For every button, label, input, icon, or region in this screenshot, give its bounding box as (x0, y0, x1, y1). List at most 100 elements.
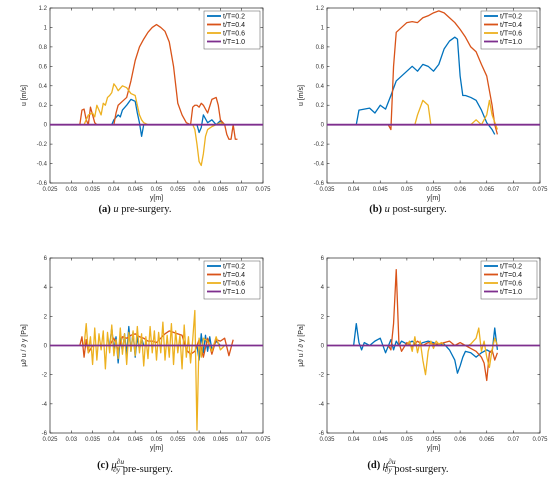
x-tick-label: 0.065 (479, 437, 495, 443)
legend-entry: t/T=0.4 (223, 22, 245, 29)
legend-box (203, 260, 261, 300)
y-axis-label: u [m/s] (21, 85, 28, 106)
x-tick-label: 0.04 (348, 437, 360, 443)
y-tick-label: 1 (44, 25, 48, 31)
x-tick-label: 0.065 (479, 187, 495, 193)
y-tick-label: 0 (44, 123, 48, 129)
legend-entry: t/T=1.0 (500, 289, 522, 296)
x-tick-label: 0.04 (108, 437, 120, 443)
y-tick-label: 0.8 (39, 45, 48, 51)
x-tick-label: 0.025 (42, 437, 58, 443)
caption-text: post-surgery. (392, 464, 449, 475)
y-tick-label: 0.2 (39, 103, 48, 109)
caption-tag: (b) (369, 204, 382, 215)
y-axis-label: u [m/s] (298, 85, 305, 106)
series-line-04 (380, 10, 499, 135)
x-tick-label: 0.07 (236, 437, 248, 443)
y-tick-label: -0.2 (314, 142, 325, 148)
chart-d: 0.035 0.04 0.045 0.05 0.055 0.06 0.065 0.07 0.07… (298, 256, 548, 475)
y-tick-label: 4 (321, 285, 325, 291)
legend-entry: t/T=0.6 (223, 31, 245, 38)
caption-text: pre-surgery. (120, 464, 173, 475)
series-group (50, 23, 263, 167)
legend: t/T=0.2t/T=0.4 t/T=0.6t/T=1.0 (203, 260, 261, 300)
x-tick-label: 0.025 (42, 187, 58, 193)
y-tick-label: -2 (42, 373, 48, 379)
x-tick-label: 0.06 (193, 437, 205, 443)
legend-entry: t/T=1.0 (223, 289, 245, 296)
y-tick-label: 4 (44, 285, 48, 291)
y-tick-label: 2 (321, 314, 325, 320)
caption-text: pre-surgery. (119, 204, 172, 215)
caption: (b) u post-surgery. (369, 204, 447, 215)
caption-mu: μ (110, 460, 116, 471)
y-axis-label: μ∂ u / ∂ y [Pa] (21, 324, 28, 367)
x-tick-label: 0.05 (151, 437, 163, 443)
x-axis-label: y[m] (427, 445, 440, 452)
x-tick-label: 0.06 (193, 187, 205, 193)
x-tick-label: 0.05 (401, 437, 413, 443)
y-tick-label: 0 (44, 344, 48, 350)
y-tick-label: 0.6 (316, 64, 325, 70)
x-tick-label: 0.055 (426, 437, 442, 443)
caption: (d) μ∂u ∂y post-surgery. (367, 457, 448, 475)
x-tick-label: 0.075 (532, 187, 548, 193)
y-tick-label: 0.4 (316, 84, 325, 90)
y-tick-label: 0.4 (39, 84, 48, 90)
chart-b: 0.035 0.04 0.045 0.05 0.055 0.06 0.065 0.07 0.07… (298, 6, 548, 215)
x-tick-label: 0.045 (373, 187, 389, 193)
legend-entry: t/T=0.2 (500, 14, 522, 21)
series-line-06 (83, 309, 226, 431)
x-tick-label: 0.055 (170, 187, 186, 193)
x-tick-label: 0.035 (85, 437, 101, 443)
legend-box (203, 10, 261, 50)
caption-variable: u (113, 204, 118, 215)
x-tick-label: 0.035 (319, 187, 335, 193)
x-tick-label: 0.05 (151, 187, 163, 193)
y-tick-label: -0.6 (37, 181, 48, 187)
x-tick-label: 0.07 (508, 437, 520, 443)
x-tick-label: 0.035 (85, 187, 101, 193)
legend-box (480, 260, 538, 300)
caption-mu: μ (382, 460, 388, 471)
caption-fraction-denominator: ∂y (385, 465, 393, 474)
legend-box (480, 10, 538, 50)
series-line-06 (406, 327, 499, 376)
y-tick-label: -4 (319, 402, 325, 408)
x-tick-label: 0.075 (255, 187, 271, 193)
chart-c: 0.025 0.03 0.035 0.04 0.045 0.05 0.055 0.06 0.06… (21, 256, 271, 475)
x-tick-label: 0.07 (508, 187, 520, 193)
y-tick-label: 0.2 (316, 103, 325, 109)
y-tick-label: -6 (319, 431, 325, 437)
x-tick-label: 0.03 (65, 437, 77, 443)
caption-variable: u (385, 204, 390, 215)
y-tick-label: 0 (321, 123, 325, 129)
x-tick-label: 0.035 (319, 437, 335, 443)
chart-a: 0.025 0.03 0.035 0.04 0.045 0.05 0.055 0.06 0.06… (21, 6, 271, 215)
x-tick-label: 0.03 (65, 187, 77, 193)
caption-tag: (a) (99, 204, 112, 215)
x-tick-label: 0.075 (532, 437, 548, 443)
legend-entry: t/T=0.6 (223, 281, 245, 288)
caption: (c) μ∂u ∂y pre-surgery. (97, 457, 173, 475)
legend-entry: t/T=0.6 (500, 31, 522, 38)
y-tick-label: 1.2 (39, 6, 48, 12)
x-tick-label: 0.045 (128, 187, 144, 193)
y-tick-label: -2 (319, 373, 325, 379)
y-tick-label: -0.2 (37, 142, 48, 148)
caption-fraction-numerator: ∂u (388, 457, 396, 466)
legend-entry: t/T=0.2 (223, 264, 245, 271)
x-tick-label: 0.065 (213, 187, 229, 193)
x-tick-label: 0.045 (128, 437, 144, 443)
y-tick-label: -6 (42, 431, 48, 437)
series-group (50, 309, 263, 431)
y-tick-label: -0.6 (314, 181, 325, 187)
x-axis-label: y[m] (150, 445, 163, 452)
legend-entry: t/T=0.4 (223, 272, 245, 279)
y-tick-label: 2 (44, 314, 48, 320)
caption: (a) u pre-surgery. (99, 204, 172, 215)
y-axis-label: μ∂ u / ∂ y [Pa] (298, 324, 305, 367)
x-tick-label: 0.055 (170, 437, 186, 443)
legend-entry: t/T=1.0 (500, 39, 522, 46)
x-axis-label: y[m] (150, 195, 163, 202)
